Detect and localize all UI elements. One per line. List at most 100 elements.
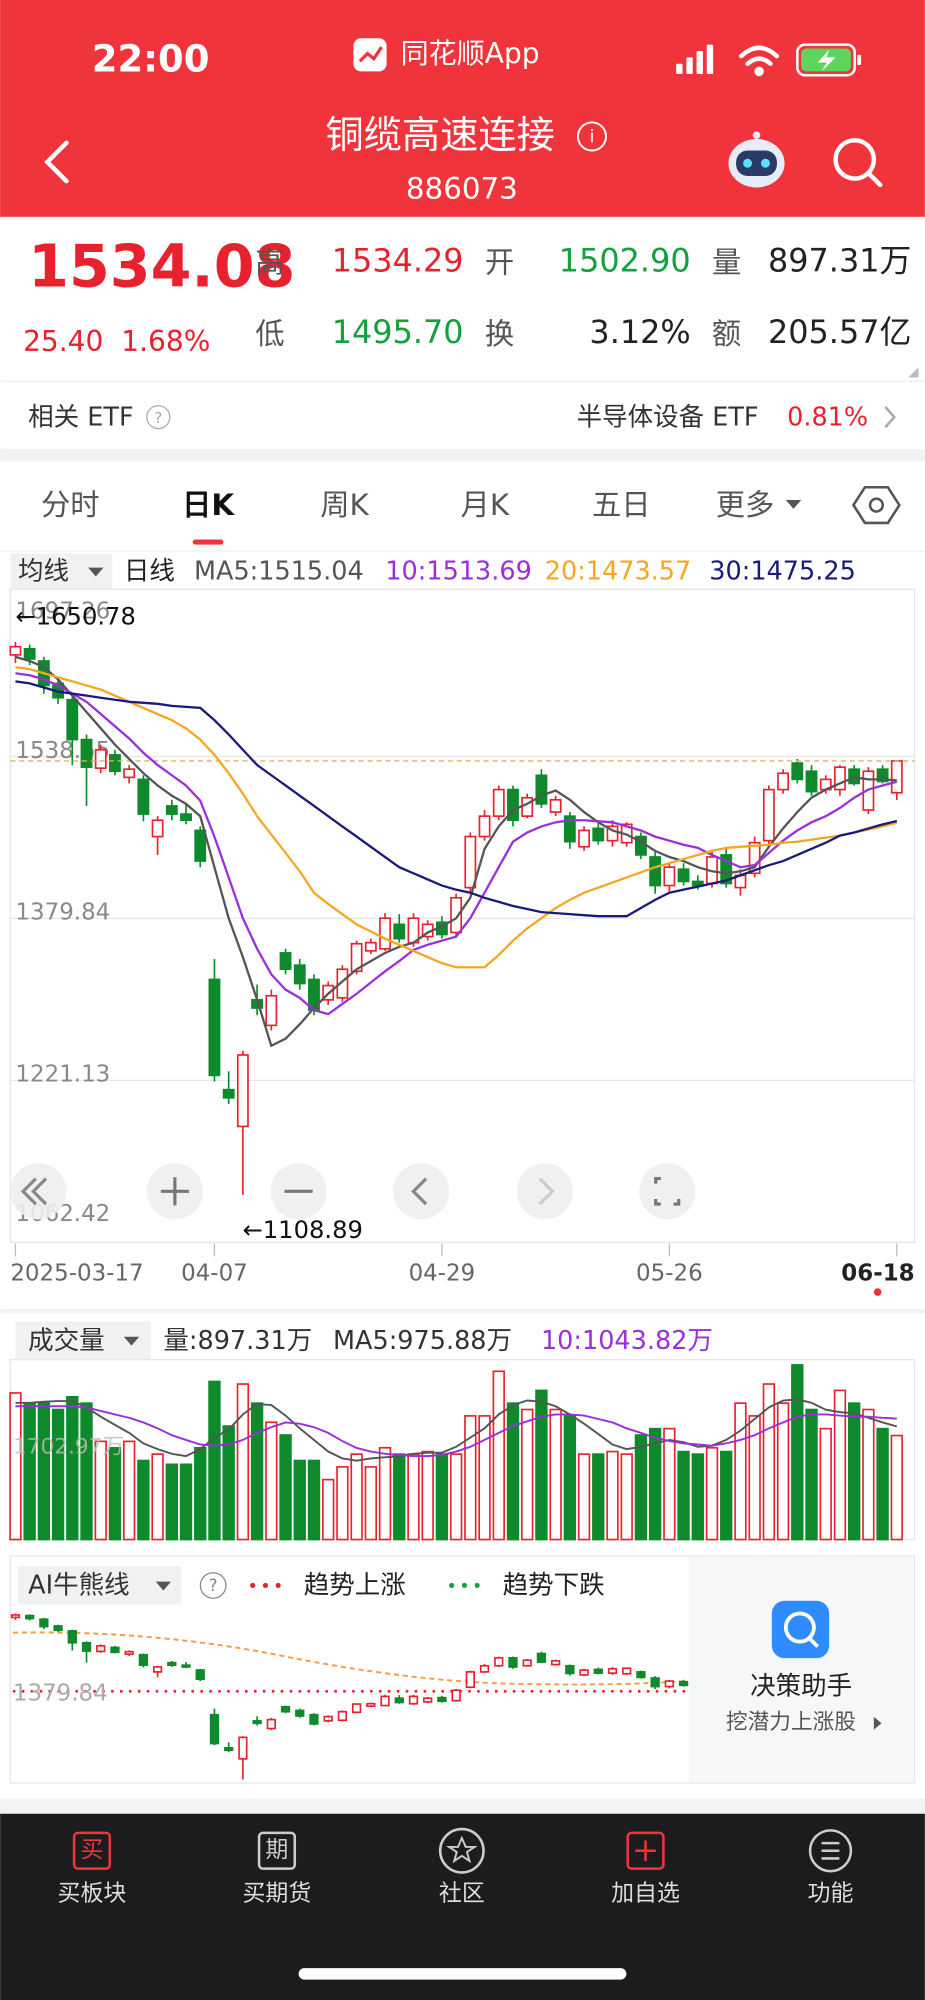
candle-body xyxy=(492,788,505,817)
help-icon[interactable] xyxy=(199,1572,227,1599)
up-legend-dots xyxy=(250,1582,281,1589)
candle-body xyxy=(408,1695,419,1705)
selector-bg[interactable] xyxy=(17,1566,182,1605)
etf-label: 相关 ETF xyxy=(28,402,133,432)
volume-bar xyxy=(492,1370,505,1541)
volume-bar xyxy=(847,1402,861,1541)
volume-bar xyxy=(378,1446,392,1541)
period-label: 日线 xyxy=(124,557,175,587)
zoom-out-button[interactable] xyxy=(270,1163,327,1220)
candle-body xyxy=(423,1697,433,1703)
x-tick-label: 04-07 xyxy=(181,1261,248,1287)
volume-selector: 成交量 xyxy=(28,1326,105,1356)
quote-label: 低 xyxy=(255,317,284,351)
tab-indicator xyxy=(192,539,224,545)
volume-bar xyxy=(236,1383,250,1541)
candle-body xyxy=(549,798,562,813)
tab[interactable]: 周K xyxy=(320,488,369,522)
candle-body xyxy=(151,819,164,838)
settings-icon[interactable] xyxy=(851,485,901,525)
nav-item[interactable]: 加自选 xyxy=(611,1831,680,1907)
volume-bar xyxy=(535,1389,548,1541)
candle-body xyxy=(593,1668,603,1674)
tab[interactable]: 五日 xyxy=(592,488,651,522)
robot-icon[interactable] xyxy=(728,131,785,188)
volume-bar xyxy=(819,1427,832,1541)
candle-body xyxy=(222,1088,235,1099)
volume-bar xyxy=(265,1421,278,1541)
candle-body xyxy=(394,1697,404,1704)
candle-body xyxy=(39,1618,49,1628)
nav-label: 社区 xyxy=(439,1881,485,1907)
tab-bar: 分时 日K 周K 月K 五日 更多 xyxy=(41,488,802,545)
tab[interactable]: 日K xyxy=(182,488,235,522)
nav-item[interactable]: 期 买期货 xyxy=(242,1831,311,1907)
tab[interactable]: 月K xyxy=(461,488,510,522)
volume-bar xyxy=(407,1453,420,1541)
nav-item[interactable]: 买 买板块 xyxy=(58,1831,127,1907)
volume-bar xyxy=(705,1446,719,1541)
candle-body xyxy=(380,1695,390,1707)
candle-body xyxy=(350,942,363,973)
candle-body xyxy=(565,1664,575,1675)
candle-body xyxy=(364,941,377,952)
info-icon[interactable] xyxy=(576,121,607,152)
volume-axis-label: 1702.97万 xyxy=(13,1435,124,1460)
next-button[interactable] xyxy=(516,1163,573,1220)
quote-label: 开 xyxy=(485,246,514,280)
candle-body xyxy=(437,1696,447,1703)
candle-body xyxy=(323,1715,333,1722)
volume-bar xyxy=(222,1425,235,1541)
prev-button[interactable] xyxy=(392,1163,450,1220)
volume-bar xyxy=(592,1453,605,1541)
stock-code: 886073 xyxy=(406,172,518,206)
candle-body xyxy=(650,1677,660,1688)
signal-icon xyxy=(676,44,714,74)
volume-bar xyxy=(336,1466,349,1541)
volume-bar xyxy=(691,1453,704,1541)
search-button[interactable] xyxy=(833,138,883,188)
nav-item[interactable]: 社区 xyxy=(438,1827,485,1907)
candle-body xyxy=(649,856,662,887)
candle-body xyxy=(606,825,619,842)
candle-body xyxy=(295,1709,305,1717)
candle-body xyxy=(180,813,192,822)
volume-bar xyxy=(435,1453,449,1541)
ma-line xyxy=(15,680,898,918)
volume-bar xyxy=(165,1463,178,1541)
x-tick-label: 05-26 xyxy=(636,1261,703,1287)
back-button[interactable] xyxy=(44,140,69,184)
assistant-card[interactable] xyxy=(688,1557,914,1782)
candle-body xyxy=(678,1680,689,1687)
y-tick-label: 1538.55 xyxy=(15,738,110,764)
ma-legend: 20:1473.57 xyxy=(545,557,691,587)
quote-value: 1534.29 xyxy=(332,242,464,280)
volume-bar xyxy=(307,1459,321,1541)
up-legend: 趋势上涨 xyxy=(304,1571,406,1601)
tab[interactable]: 更多 xyxy=(716,488,775,522)
zoom-in-button[interactable] xyxy=(146,1163,203,1220)
etf-row[interactable]: 相关 ETF ? 半导体设备 ETF 0.81% xyxy=(28,402,896,432)
zoom-out-all-button[interactable] xyxy=(10,1163,67,1220)
volume-bar xyxy=(563,1415,577,1541)
volume-bar xyxy=(51,1408,65,1541)
section-gap xyxy=(0,1308,925,1314)
candle-body xyxy=(208,978,221,1077)
home-indicator xyxy=(298,1968,627,1980)
volume-bar xyxy=(677,1450,690,1541)
volume-bar xyxy=(364,1466,378,1541)
volume-bar xyxy=(23,1402,36,1541)
candle-body xyxy=(636,1671,646,1679)
nav-label: 买板块 xyxy=(58,1881,127,1907)
fullscreen-button[interactable] xyxy=(639,1163,696,1220)
tab[interactable]: 分时 xyxy=(41,488,100,522)
nav-label: 买期货 xyxy=(242,1881,311,1907)
volume-chart: MA5:975.88万 10:1043.82万 xyxy=(9,1326,903,1541)
candle-body xyxy=(195,1669,205,1681)
ai-chart: 1379.84 xyxy=(10,1613,689,1780)
wifi-icon xyxy=(738,45,780,77)
nav-item[interactable]: 功能 xyxy=(808,1829,854,1907)
ma-legend: 10:1513.69 xyxy=(385,557,532,587)
main-chart: 1062.421221.131379.841538.551697.262025-… xyxy=(9,557,915,1287)
nav-label: 功能 xyxy=(808,1881,854,1907)
